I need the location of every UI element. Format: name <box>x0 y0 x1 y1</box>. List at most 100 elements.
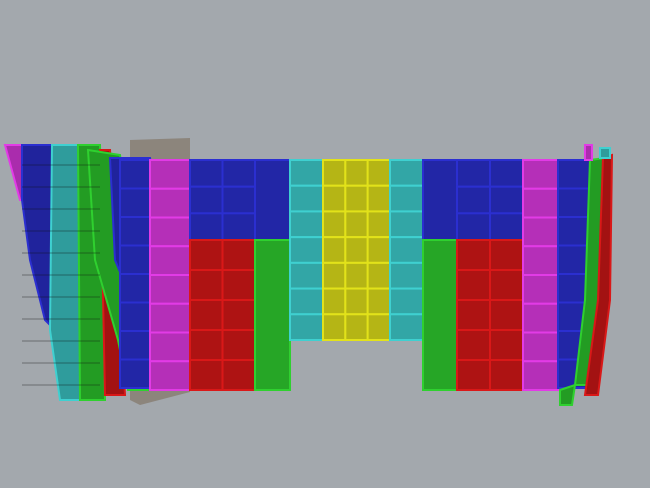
panel-blue <box>119 159 151 190</box>
panel-red <box>489 239 524 271</box>
panel-magenta <box>522 187 559 219</box>
panel-magenta <box>522 274 559 305</box>
panel-yellow <box>344 261 369 290</box>
panel-red <box>189 239 224 271</box>
panel-red <box>489 269 524 301</box>
panel-magenta <box>149 216 191 248</box>
panel-cyan <box>389 210 424 239</box>
wing-strip-magenta <box>584 144 593 161</box>
panel-yellow <box>344 184 369 213</box>
panel-red <box>456 239 491 271</box>
panel-blue <box>221 185 256 215</box>
panel-yellow <box>366 210 391 239</box>
panel-blue <box>254 159 291 241</box>
panel-cyan <box>389 236 424 264</box>
panel-cyan <box>289 236 324 264</box>
panel-magenta <box>149 274 191 305</box>
panel-red <box>489 329 524 361</box>
panel-yellow <box>344 287 369 316</box>
panel-red <box>456 299 491 331</box>
panel-magenta <box>149 331 191 363</box>
panel-blue <box>221 159 256 188</box>
panel-blue <box>456 185 491 215</box>
panel-cyan <box>289 313 324 341</box>
panel-red <box>456 329 491 361</box>
panel-cyan <box>389 287 424 316</box>
panel-magenta <box>149 187 191 219</box>
panel-red <box>489 299 524 331</box>
panel-red <box>221 329 256 361</box>
panel-blue <box>119 301 151 332</box>
panel-red <box>489 359 524 391</box>
panel-red <box>189 359 224 391</box>
panel-yellow <box>344 313 369 341</box>
panel-yellow <box>344 210 369 239</box>
panel-magenta <box>522 245 559 276</box>
panel-blue <box>189 185 224 215</box>
panel-magenta <box>522 216 559 248</box>
panel-magenta <box>522 331 559 363</box>
panel-cyan <box>389 261 424 290</box>
panel-yellow <box>366 236 391 264</box>
panel-blue <box>189 212 224 241</box>
panel-red <box>189 299 224 331</box>
panel-red <box>221 269 256 301</box>
panel-red <box>221 239 256 271</box>
panel-yellow <box>366 184 391 213</box>
panel-blue <box>456 212 491 241</box>
panel-cyan <box>389 159 424 187</box>
panel-magenta <box>149 245 191 276</box>
panel-blue <box>489 159 524 188</box>
panel-magenta <box>149 302 191 334</box>
panel-blue <box>557 187 591 218</box>
panel-yellow <box>366 287 391 316</box>
panel-blue <box>456 159 491 188</box>
panel-yellow <box>322 261 347 290</box>
panel-red <box>189 269 224 301</box>
panel-cyan <box>289 159 324 187</box>
panel-yellow <box>366 261 391 290</box>
wing-strip-green <box>559 383 577 406</box>
panel-red <box>221 359 256 391</box>
panel-cyan <box>389 184 424 213</box>
wing-strip-cyan <box>599 147 611 159</box>
panel-magenta <box>149 159 191 190</box>
panel-magenta <box>522 302 559 334</box>
panel-yellow <box>366 313 391 341</box>
panel-blue <box>119 273 151 304</box>
panel-magenta <box>149 360 191 391</box>
panel-blue <box>119 244 151 275</box>
panel-magenta <box>522 360 559 391</box>
panel-red <box>189 329 224 361</box>
wing-strip-red <box>583 153 614 396</box>
panel-yellow <box>322 313 347 341</box>
panel-red <box>221 299 256 331</box>
panel-green <box>254 239 291 391</box>
panel-red <box>456 359 491 391</box>
panel-cyan <box>289 184 324 213</box>
front-panel-grid <box>119 159 591 391</box>
panel-blue <box>221 212 256 241</box>
panel-blue <box>119 358 151 389</box>
panel-yellow <box>366 159 391 187</box>
panel-cyan <box>289 261 324 290</box>
panel-red <box>456 269 491 301</box>
panel-blue <box>189 159 224 188</box>
panel-blue <box>119 330 151 361</box>
panel-cyan <box>389 313 424 341</box>
panel-blue <box>557 159 591 190</box>
panel-blue <box>489 212 524 241</box>
panel-blue <box>557 216 591 247</box>
panel-blue <box>422 159 458 241</box>
panel-yellow <box>322 159 347 187</box>
panel-yellow <box>344 159 369 187</box>
wing-strip-cyan <box>48 144 81 401</box>
panel-green <box>422 239 458 391</box>
right-curved-wing <box>559 144 614 406</box>
panel-blue <box>119 187 151 218</box>
panel-blue <box>489 185 524 215</box>
panel-magenta <box>522 159 559 190</box>
panel-yellow <box>322 287 347 316</box>
panel-yellow <box>322 236 347 264</box>
